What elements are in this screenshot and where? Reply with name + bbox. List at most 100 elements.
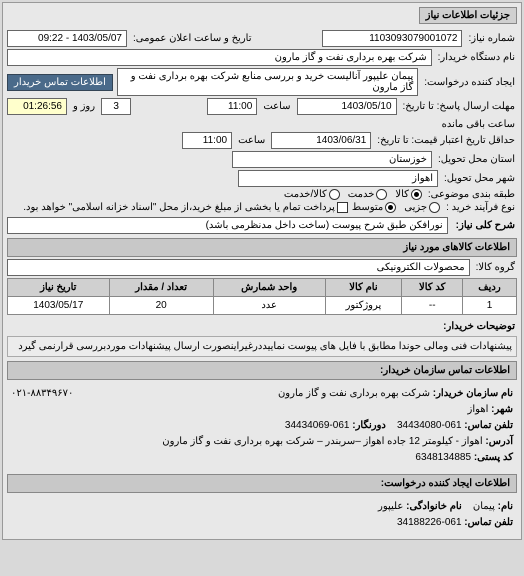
purchase-type-label: نوع فرآیند خرید :	[444, 202, 517, 213]
col-unit: واحد شمارش	[213, 279, 325, 297]
cell-code: --	[402, 297, 463, 315]
radio-icon	[385, 202, 396, 213]
creator-phone-label: تلفن تماس:	[464, 517, 513, 528]
cell-date: 1403/05/17	[8, 297, 110, 315]
subject-radio-group: کالا خدمت کالا/خدمت	[284, 189, 422, 200]
radio-icon	[329, 189, 340, 200]
valid-until-label: حداقل تاریخ اعتبار قیمت: تا تاریخ:	[375, 135, 517, 146]
buyer-org-field: شرکت بهره برداری نفت و گاز مارون	[7, 49, 432, 66]
city-field: اهواز	[238, 170, 438, 187]
contact-phone: 061-34434080	[397, 420, 462, 431]
cell-name: پروژکتور	[325, 297, 402, 315]
purchase-radio-group: جزیی متوسط	[352, 202, 440, 213]
table-header-row: ردیف کد کالا نام کالا واحد شمارش تعداد /…	[8, 279, 517, 297]
remain-suffix: ساعت باقی مانده	[440, 119, 517, 130]
row-creator: ایجاد کننده درخواست: پیمان علیپور آنالیس…	[7, 68, 517, 96]
treasury-check[interactable]: پرداخت تمام یا بخشی از مبلغ خرید،از محل …	[23, 202, 348, 213]
buyer-notes-field: پیشنهادات فنی ومالی حوندا مطابق با فایل …	[7, 336, 517, 357]
reply-until-time-label: ساعت	[261, 101, 292, 112]
radio-label: خدمت	[348, 189, 375, 200]
col-row: ردیف	[463, 279, 517, 297]
creator-name: پیمان	[473, 501, 495, 512]
goods-table: ردیف کد کالا نام کالا واحد شمارش تعداد /…	[7, 278, 517, 315]
announce-label: تاریخ و ساعت اعلان عمومی:	[131, 33, 254, 44]
general-desc-field: نورافکن طبق شرح پیوست (ساخت داخل مدنظرمی…	[7, 217, 448, 234]
creator-family-label: نام خانوادگی:	[406, 501, 462, 512]
row-subject-class: طبقه بندی موضوعی: کالا خدمت کالا/خدمت	[7, 189, 517, 200]
col-qty: تعداد / مقدار	[109, 279, 213, 297]
province-label: استان محل تحویل:	[436, 154, 517, 165]
contact-fax: 061-34434069	[285, 420, 350, 431]
treasury-note: پرداخت تمام یا بخشی از مبلغ خرید،از محل …	[23, 202, 335, 213]
contact-postal: 6348134885	[415, 452, 471, 463]
city-label: شهر محل تحویل:	[442, 173, 517, 184]
announce-field: 1403/05/07 - 09:22	[7, 30, 127, 47]
request-no-label: شماره نیاز:	[466, 33, 517, 44]
reply-until-time: 11:00	[207, 98, 257, 115]
purchase-radio-medium[interactable]: متوسط	[352, 202, 396, 213]
checkbox-icon	[337, 202, 348, 213]
row-reply-until: مهلت ارسال پاسخ: تا تاریخ: 1403/05/10 سا…	[7, 98, 517, 130]
valid-until-date: 1403/06/31	[271, 132, 371, 149]
request-no-field: 1103093079001072	[322, 30, 462, 47]
cell-qty: 20	[109, 297, 213, 315]
contact-address-label: آدرس:	[485, 436, 513, 447]
row-city: شهر محل تحویل: اهواز	[7, 170, 517, 187]
creator-line-phone: تلفن تماس: 061-34188226	[11, 515, 513, 531]
org-name-label: نام سازمان خریدار:	[433, 388, 513, 399]
radio-label: کالا/خدمت	[284, 189, 327, 200]
contact-block: ۰۲۱-۸۸۳۴۹۶۷۰ نام سازمان خریدار: شرکت بهر…	[7, 382, 517, 470]
contact-address: اهواز - کیلومتر 12 جاده اهواز –سربندر – …	[162, 436, 482, 447]
goods-group-label: گروه کالا:	[474, 262, 517, 273]
creator-label: ایجاد کننده درخواست:	[422, 77, 517, 88]
radio-label: متوسط	[352, 202, 383, 213]
radio-icon	[376, 189, 387, 200]
contact-phone-label: تلفن تماس:	[464, 420, 513, 431]
cell-unit: عدد	[213, 297, 325, 315]
col-code: کد کالا	[402, 279, 463, 297]
contact-line-city: شهر: اهواز	[11, 402, 513, 418]
creator-field: پیمان علیپور آنالیست خرید و بررسی منابع …	[117, 68, 418, 96]
creator-phone: 061-34188226	[397, 517, 462, 528]
col-name: نام کالا	[325, 279, 402, 297]
goods-section-title: اطلاعات کالاهای مورد نیاز	[7, 238, 517, 257]
contact-buyer-button[interactable]: اطلاعات تماس خریدار	[7, 74, 113, 91]
row-request-no: شماره نیاز: 1103093079001072 تاریخ و ساع…	[7, 30, 517, 47]
purchase-radio-minor[interactable]: جزیی	[404, 202, 440, 213]
buyer-notes-label: توضیحات خریدار:	[441, 321, 517, 332]
row-province: استان محل تحویل: خوزستان	[7, 151, 517, 168]
creator-line-name: نام: پیمان نام خانوادگی: علیپور	[11, 499, 513, 515]
general-desc-label: شرح کلی نیاز:	[454, 220, 517, 231]
row-goods-group: گروه کالا: محصولات الکترونیکی	[7, 259, 517, 276]
subject-radio-both[interactable]: کالا/خدمت	[284, 189, 340, 200]
cell-row: 1	[463, 297, 517, 315]
radio-icon	[411, 189, 422, 200]
radio-label: کالا	[395, 189, 409, 200]
remain-days: 3	[101, 98, 131, 115]
table-row[interactable]: 1 -- پروژکتور عدد 20 1403/05/17	[8, 297, 517, 315]
radio-icon	[429, 202, 440, 213]
contact-postal-label: کد پستی:	[474, 452, 513, 463]
subject-radio-goods[interactable]: کالا	[395, 189, 422, 200]
reply-until-date: 1403/05/10	[297, 98, 397, 115]
org-name: شرکت بهره برداری نفت و گاز مارون	[278, 388, 430, 399]
creator-family: علیپور	[378, 501, 403, 512]
radio-label: جزیی	[404, 202, 427, 213]
details-panel: جزئیات اطلاعات نیاز شماره نیاز: 11030930…	[2, 2, 522, 540]
row-buyer-notes: توضیحات خریدار:	[7, 321, 517, 332]
contact-city-label: شهر:	[491, 404, 513, 415]
row-valid-until: حداقل تاریخ اعتبار قیمت: تا تاریخ: 1403/…	[7, 132, 517, 149]
subject-radio-service[interactable]: خدمت	[348, 189, 388, 200]
creator-block: نام: پیمان نام خانوادگی: علیپور تلفن تما…	[7, 495, 517, 535]
creator-section-title: اطلاعات ایجاد کننده درخواست:	[7, 474, 517, 493]
creator-name-label: نام:	[498, 501, 513, 512]
province-field: خوزستان	[232, 151, 432, 168]
row-purchase-type: نوع فرآیند خرید : جزیی متوسط پرداخت تمام…	[7, 202, 517, 213]
contact-line-org: نام سازمان خریدار: شرکت بهره برداری نفت …	[11, 386, 513, 402]
contact-section-title: اطلاعات تماس سازمان خریدار:	[7, 361, 517, 380]
remain-days-label: روز و	[71, 101, 97, 112]
remain-time: 01:26:56	[7, 98, 67, 115]
row-general-desc: شرح کلی نیاز: نورافکن طبق شرح پیوست (ساخ…	[7, 217, 517, 234]
goods-group-field: محصولات الکترونیکی	[7, 259, 470, 276]
reply-until-label: مهلت ارسال پاسخ: تا تاریخ:	[401, 101, 517, 112]
